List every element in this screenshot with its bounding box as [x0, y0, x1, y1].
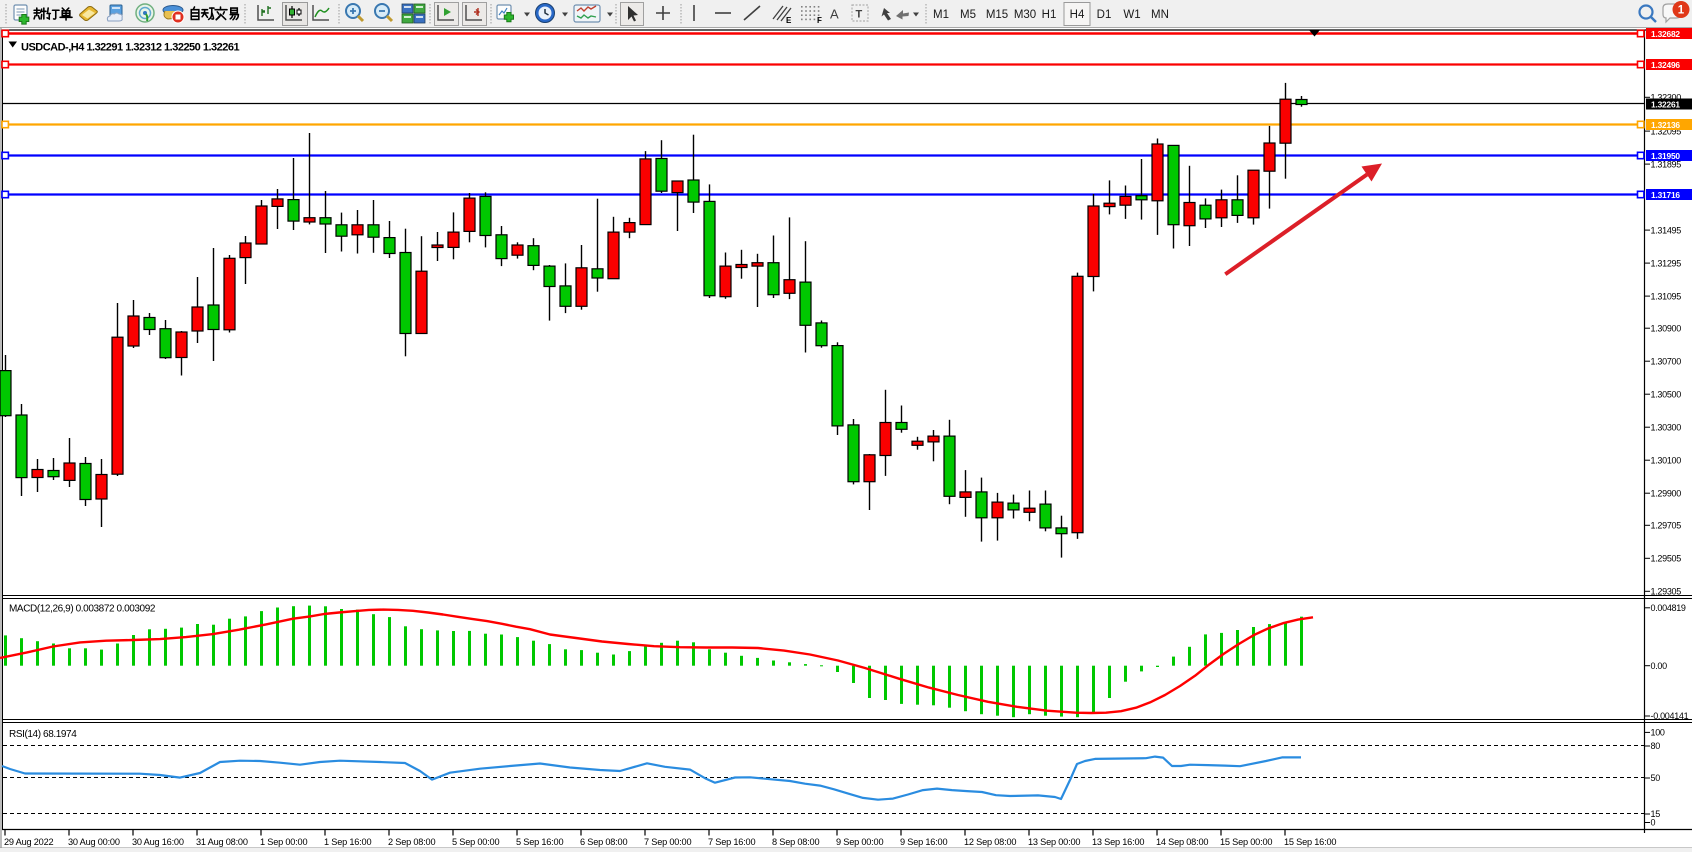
svg-text:1.31095: 1.31095 — [1651, 291, 1682, 301]
svg-text:1.30900: 1.30900 — [1651, 323, 1682, 333]
svg-text:1: 1 — [1678, 5, 1685, 17]
svg-text:A: A — [830, 7, 839, 22]
svg-text:9 Sep 00:00: 9 Sep 00:00 — [836, 837, 883, 847]
svg-text:H4: H4 — [1070, 9, 1085, 21]
svg-text:1.32682: 1.32682 — [1651, 29, 1680, 39]
svg-text:1.32300: 1.32300 — [1651, 93, 1682, 103]
svg-text:1.31295: 1.31295 — [1651, 258, 1682, 268]
svg-text:D1: D1 — [1097, 9, 1112, 21]
svg-text:13 Sep 00:00: 13 Sep 00:00 — [1028, 837, 1080, 847]
svg-text:15 Sep 16:00: 15 Sep 16:00 — [1284, 837, 1336, 847]
svg-text:5 Sep 00:00: 5 Sep 00:00 — [452, 837, 499, 847]
svg-text:M1: M1 — [933, 9, 949, 21]
svg-text:0.004819: 0.004819 — [1651, 603, 1686, 613]
svg-text:13 Sep 16:00: 13 Sep 16:00 — [1092, 837, 1144, 847]
svg-text:1.29705: 1.29705 — [1651, 521, 1682, 531]
svg-text:7 Sep 16:00: 7 Sep 16:00 — [708, 837, 755, 847]
svg-text:1.32095: 1.32095 — [1651, 126, 1682, 136]
svg-text:6 Sep 08:00: 6 Sep 08:00 — [580, 837, 627, 847]
svg-text:RSI(14) 68.1974: RSI(14) 68.1974 — [9, 729, 77, 740]
svg-text:MACD(12,26,9) 0.003872 0.00309: MACD(12,26,9) 0.003872 0.003092 — [9, 604, 156, 615]
svg-text:1.29900: 1.29900 — [1651, 488, 1682, 498]
svg-text:1.31495: 1.31495 — [1651, 225, 1682, 235]
svg-text:9 Sep 16:00: 9 Sep 16:00 — [900, 837, 947, 847]
svg-text:1.29505: 1.29505 — [1651, 554, 1682, 564]
svg-text:M5: M5 — [960, 9, 976, 21]
svg-text:0: 0 — [1651, 818, 1656, 828]
svg-text:-0.004141: -0.004141 — [1651, 711, 1689, 721]
svg-text:E: E — [786, 16, 792, 25]
svg-text:1 Sep 00:00: 1 Sep 00:00 — [260, 837, 307, 847]
svg-text:8 Sep 08:00: 8 Sep 08:00 — [772, 837, 819, 847]
svg-text:F: F — [817, 16, 822, 25]
svg-text:12 Sep 08:00: 12 Sep 08:00 — [964, 837, 1016, 847]
svg-text:1.31716: 1.31716 — [1651, 190, 1680, 200]
svg-text:M30: M30 — [1014, 9, 1036, 21]
svg-text:7 Sep 00:00: 7 Sep 00:00 — [644, 837, 691, 847]
svg-text:1.32261: 1.32261 — [1651, 99, 1680, 109]
svg-text:30 Aug 16:00: 30 Aug 16:00 — [132, 837, 184, 847]
svg-text:1.29305: 1.29305 — [1651, 587, 1682, 597]
svg-text:50: 50 — [1651, 773, 1661, 783]
svg-text:1 Sep 16:00: 1 Sep 16:00 — [324, 837, 371, 847]
svg-text:15: 15 — [1651, 809, 1661, 819]
svg-text:M15: M15 — [986, 9, 1008, 21]
svg-text:1.32136: 1.32136 — [1651, 120, 1680, 130]
svg-text:80: 80 — [1651, 741, 1661, 751]
svg-text:W1: W1 — [1123, 9, 1140, 21]
svg-text:2 Sep 08:00: 2 Sep 08:00 — [388, 837, 435, 847]
svg-text:1.30100: 1.30100 — [1651, 455, 1682, 465]
svg-text:14 Sep 08:00: 14 Sep 08:00 — [1156, 837, 1208, 847]
svg-text:29 Aug 2022: 29 Aug 2022 — [4, 837, 53, 847]
svg-text:0.00: 0.00 — [1651, 661, 1668, 671]
svg-text:1.31895: 1.31895 — [1651, 159, 1682, 169]
svg-text:USDCAD-,H4 1.32291 1.32312 1.: USDCAD-,H4 1.32291 1.32312 1.32250 1.322… — [21, 42, 239, 54]
svg-text:1.30700: 1.30700 — [1651, 356, 1682, 366]
svg-text:30 Aug 00:00: 30 Aug 00:00 — [68, 837, 120, 847]
svg-text:1.32496: 1.32496 — [1651, 60, 1680, 70]
svg-text:31 Aug 08:00: 31 Aug 08:00 — [196, 837, 248, 847]
svg-text:100: 100 — [1651, 728, 1665, 738]
svg-text:MN: MN — [1151, 9, 1169, 21]
svg-text:H1: H1 — [1042, 9, 1057, 21]
svg-text:T: T — [856, 9, 863, 21]
svg-text:1.30300: 1.30300 — [1651, 422, 1682, 432]
svg-text:1.31950: 1.31950 — [1651, 151, 1680, 161]
svg-text:5 Sep 16:00: 5 Sep 16:00 — [516, 837, 563, 847]
svg-text:15 Sep 00:00: 15 Sep 00:00 — [1220, 837, 1272, 847]
svg-text:1.30500: 1.30500 — [1651, 389, 1682, 399]
